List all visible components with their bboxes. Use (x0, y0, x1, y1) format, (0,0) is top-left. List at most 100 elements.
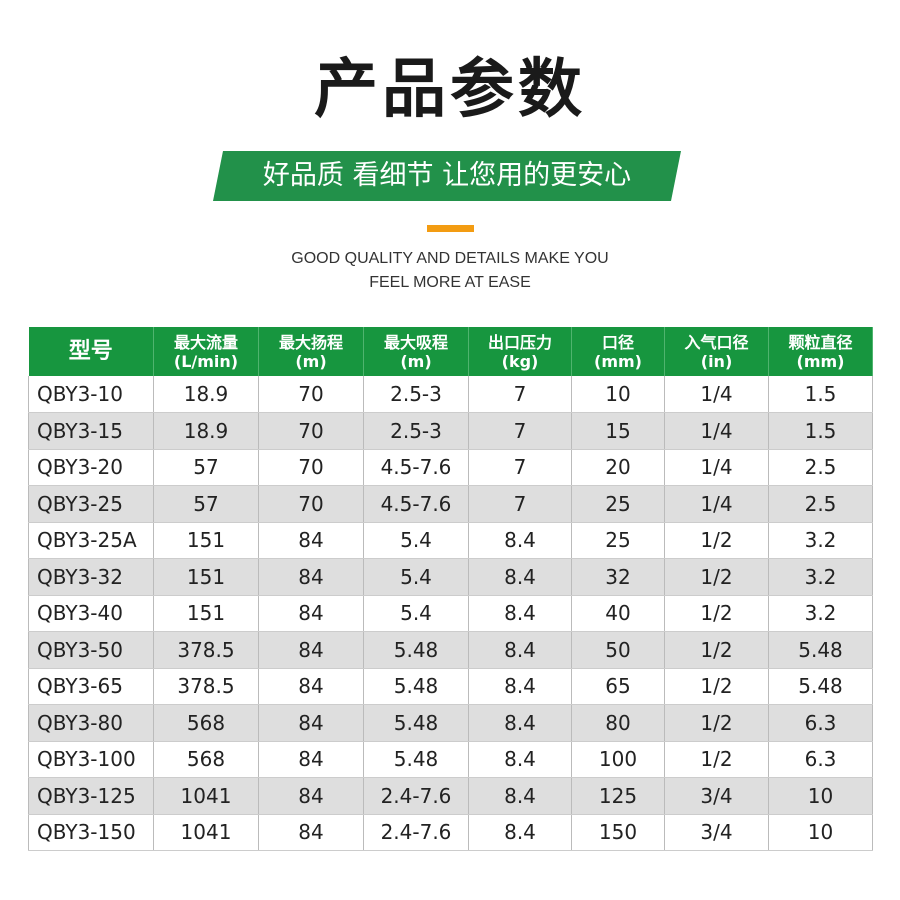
table-cell: 5.48 (768, 668, 873, 705)
table-cell: 70 (258, 412, 364, 450)
table-cell: 65 (571, 668, 665, 705)
table-cell: 10 (768, 814, 873, 851)
table-cell: 378.5 (153, 631, 259, 669)
table-cell: 378.5 (153, 668, 259, 705)
table-cell: 84 (258, 814, 364, 851)
table-cell: 5.48 (363, 631, 469, 669)
header-text: 出口压力 (487, 332, 552, 352)
table-cell: 8.4 (468, 522, 572, 559)
table-cell: 5.4 (363, 522, 469, 559)
column-header: 型号 (28, 327, 154, 376)
table-cell: QBY3-32 (28, 558, 154, 596)
table-row: QBY3-40 151 84 5.4 8.4 40 1/2 3.2 (28, 595, 873, 632)
spec-table: 型号 最大流量 (L/min) 最大扬程 (m) 最大吸程 (m) 出口压力 (kg) 口径 (mm… (28, 327, 873, 851)
table-cell: 3.2 (768, 595, 873, 632)
table-cell: 2.5 (768, 485, 873, 523)
table-cell: 2.5-3 (363, 412, 469, 450)
header-text: 型号 (68, 339, 113, 364)
table-cell: 151 (153, 558, 259, 596)
table-cell: 8.4 (468, 814, 572, 851)
column-header: 出口压力 (kg) (468, 327, 572, 376)
table-cell: QBY3-40 (28, 595, 154, 632)
header-text: (kg) (501, 351, 539, 371)
table-cell: QBY3-125 (28, 777, 154, 815)
table-cell: 1041 (153, 814, 259, 851)
table-cell: 2.5-3 (363, 376, 469, 413)
table-row: QBY3-10 18.9 70 2.5-3 7 10 1/4 1.5 (28, 376, 873, 413)
table-cell: 8.4 (468, 741, 572, 778)
table-cell: 25 (571, 522, 665, 559)
table-cell: 8.4 (468, 668, 572, 705)
table-cell: 1/2 (664, 522, 769, 559)
table-cell: 10 (768, 777, 873, 815)
column-header: 口径 (mm) (571, 327, 665, 376)
table-header-row: 型号 最大流量 (L/min) 最大扬程 (m) 最大吸程 (m) 出口压力 (kg) 口径 (mm… (28, 327, 873, 376)
header-text: 口径 (601, 332, 634, 352)
table-cell: 1.5 (768, 412, 873, 450)
table-cell: 7 (468, 376, 572, 413)
column-header: 颗粒直径 (mm) (768, 327, 873, 376)
table-cell: 70 (258, 376, 364, 413)
header-text: 最大吸程 (383, 332, 448, 352)
table-cell: 1/4 (664, 485, 769, 523)
table-row: QBY3-20 57 70 4.5-7.6 7 20 1/4 2.5 (28, 449, 873, 486)
column-header: 最大吸程 (m) (363, 327, 469, 376)
table-cell: 568 (153, 741, 259, 778)
table-cell: 84 (258, 704, 364, 742)
subtitle-line-2: FEEL MORE AT EASE (369, 274, 531, 291)
table-cell: QBY3-20 (28, 449, 154, 486)
table-cell: 1041 (153, 777, 259, 815)
table-cell: QBY3-65 (28, 668, 154, 705)
slogan-banner: 好品质 看细节 让您用的更安心 (213, 151, 681, 201)
header-text: 最大流量 (173, 332, 238, 352)
table-cell: QBY3-150 (28, 814, 154, 851)
table-cell: 3.2 (768, 558, 873, 596)
table-row: QBY3-25 57 70 4.5-7.6 7 25 1/4 2.5 (28, 485, 873, 523)
table-row: QBY3-125 1041 84 2.4-7.6 8.4 125 3/4 10 (28, 777, 873, 815)
table-cell: 84 (258, 631, 364, 669)
table-cell: QBY3-10 (28, 376, 154, 413)
table-cell: 15 (571, 412, 665, 450)
header-text: (in) (700, 351, 733, 371)
table-cell: QBY3-50 (28, 631, 154, 669)
table-cell: 84 (258, 558, 364, 596)
table-cell: QBY3-80 (28, 704, 154, 742)
column-header: 最大扬程 (m) (258, 327, 364, 376)
table-cell: 10 (571, 376, 665, 413)
table-row: QBY3-80 568 84 5.48 8.4 80 1/2 6.3 (28, 704, 873, 742)
table-row: QBY3-65 378.5 84 5.48 8.4 65 1/2 5.48 (28, 668, 873, 705)
header-text: 颗粒直径 (788, 332, 853, 352)
table-cell: 5.48 (363, 668, 469, 705)
table-row: QBY3-25A 151 84 5.4 8.4 25 1/2 3.2 (28, 522, 873, 559)
table-cell: 2.4-7.6 (363, 814, 469, 851)
subtitle-line-1: GOOD QUALITY AND DETAILS MAKE YOU (291, 250, 609, 267)
table-cell: 18.9 (153, 376, 259, 413)
table-cell: 50 (571, 631, 665, 669)
table-cell: 150 (571, 814, 665, 851)
column-header: 入气口径 (in) (664, 327, 769, 376)
table-cell: 7 (468, 412, 572, 450)
table-cell: 1/4 (664, 376, 769, 413)
table-cell: 3.2 (768, 522, 873, 559)
table-cell: 1/4 (664, 449, 769, 486)
table-cell: 8.4 (468, 558, 572, 596)
table-row: QBY3-50 378.5 84 5.48 8.4 50 1/2 5.48 (28, 631, 873, 669)
table-cell: 100 (571, 741, 665, 778)
table-cell: 4.5-7.6 (363, 449, 469, 486)
table-cell: 84 (258, 595, 364, 632)
table-cell: 40 (571, 595, 665, 632)
table-cell: 125 (571, 777, 665, 815)
header-text: (mm) (796, 351, 845, 371)
header-text: 最大扬程 (278, 332, 343, 352)
table-cell: 1/2 (664, 668, 769, 705)
table-cell: QBY3-100 (28, 741, 154, 778)
table-cell: 1/2 (664, 741, 769, 778)
page-title: 产品参数 (314, 53, 586, 127)
table-cell: 57 (153, 485, 259, 523)
table-cell: 3/4 (664, 777, 769, 815)
table-cell: 5.48 (363, 741, 469, 778)
table-cell: 84 (258, 522, 364, 559)
table-cell: 57 (153, 449, 259, 486)
table-cell: 8.4 (468, 777, 572, 815)
table-cell: 1/2 (664, 631, 769, 669)
